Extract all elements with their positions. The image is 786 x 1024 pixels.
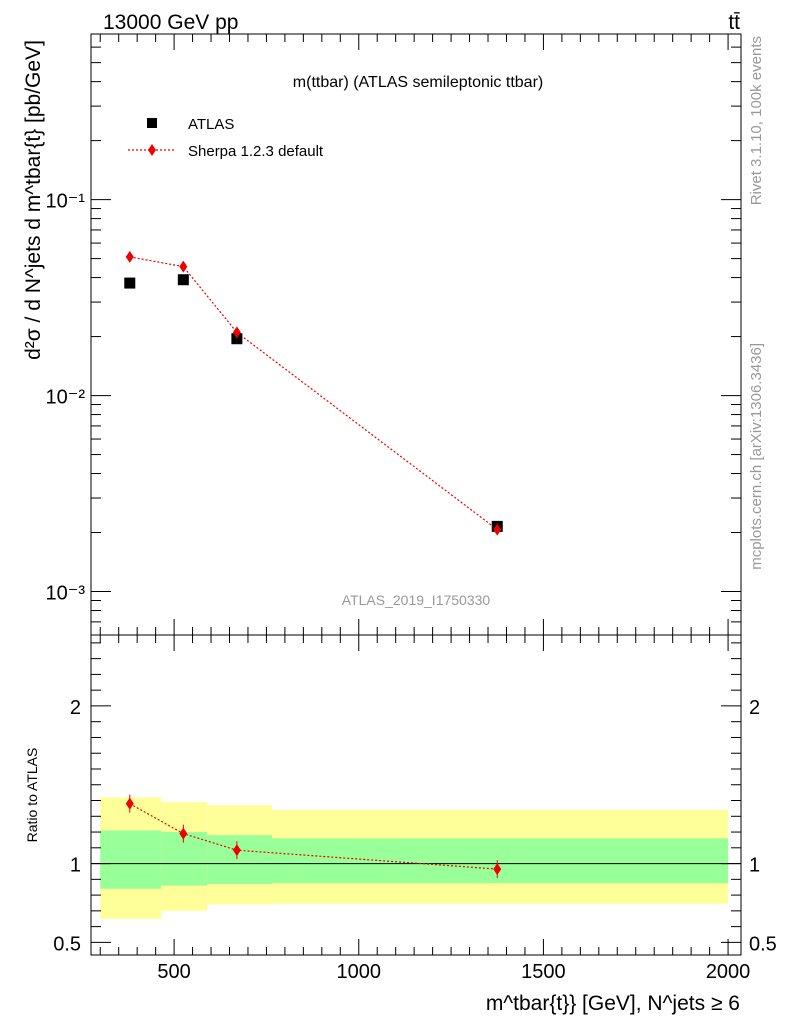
ratio-y-tick-label: 2 bbox=[70, 697, 81, 719]
ratio-point bbox=[493, 863, 502, 876]
main-panel: 10⁻³ 10⁻² 10⁻¹ m(ttbar) (ATLAS semileptoni… bbox=[22, 33, 742, 636]
ratio-uncertainty-bands bbox=[100, 797, 729, 919]
ratio-y-tick-label-right: 2 bbox=[749, 697, 760, 719]
ratio-panel: 0.5 0.5 1 1 2 2 500 1000 1500 2000 Ratio to ATLA… bbox=[24, 634, 777, 1015]
mcplots-label: mcplots.cern.ch [arXiv:1306.3436] bbox=[748, 343, 765, 570]
ratio-frame bbox=[90, 634, 742, 956]
sherpa-point bbox=[232, 326, 241, 339]
ratio-axis-ticks bbox=[91, 635, 741, 955]
x-tick-label: 2000 bbox=[706, 961, 751, 983]
ratio-y-axis-label: Ratio to ATLAS bbox=[24, 748, 40, 843]
ratio-point bbox=[179, 827, 188, 840]
ratio-sherpa-points bbox=[125, 794, 502, 879]
atlas-point bbox=[124, 277, 136, 289]
x-tick-label: 1500 bbox=[521, 961, 566, 983]
ratio-point bbox=[125, 797, 134, 810]
y-tick-label: 10⁻³ bbox=[46, 583, 86, 605]
header-right: tt̄ bbox=[728, 11, 740, 34]
sherpa-point bbox=[179, 260, 188, 273]
inner-band bbox=[271, 838, 729, 884]
main-chart-title: m(ttbar) (ATLAS semileptonic ttbar) bbox=[293, 74, 543, 91]
sherpa-series-line bbox=[129, 256, 498, 531]
x-tick-label: 500 bbox=[157, 961, 190, 983]
watermark-label: ATLAS_2019_I1750330 bbox=[342, 592, 491, 608]
ratio-y-tick-label: 0.5 bbox=[53, 933, 81, 955]
y-tick-label: 10⁻¹ bbox=[46, 191, 86, 213]
header-left: 13000 GeV pp bbox=[103, 11, 238, 34]
sherpa-point bbox=[125, 250, 134, 263]
ratio-y-tick-label-right: 0.5 bbox=[749, 933, 777, 955]
atlas-point bbox=[177, 274, 189, 286]
rivet-version-label: Rivet 3.1.10, 100k events bbox=[748, 36, 765, 205]
ratio-y-tick-label-right: 1 bbox=[749, 855, 760, 877]
ratio-y-tick-label: 1 bbox=[70, 855, 81, 877]
legend-sherpa-marker bbox=[148, 144, 156, 156]
legend-sherpa-label: Sherpa 1.2.3 default bbox=[188, 143, 324, 160]
inner-band bbox=[161, 832, 208, 886]
inner-band bbox=[100, 830, 162, 889]
ratio-point bbox=[232, 844, 241, 857]
x-tick-label: 1000 bbox=[337, 961, 382, 983]
main-y-axis-label: d²σ / d N^jets d m^tbar{t} [pb/GeV] bbox=[22, 40, 45, 360]
legend-atlas-label: ATLAS bbox=[188, 116, 234, 133]
legend-atlas-marker bbox=[147, 118, 157, 128]
x-axis-label: m^tbar{t}} [GeV], N^jets ≥ 6 bbox=[486, 992, 740, 1015]
x-tick-labels: 500 1000 1500 2000 bbox=[157, 961, 750, 983]
atlas-series-points bbox=[124, 274, 503, 532]
ratio-sherpa-line bbox=[129, 803, 498, 870]
atlas-point bbox=[231, 333, 243, 345]
sherpa-point bbox=[493, 523, 502, 536]
inner-band bbox=[207, 835, 272, 885]
legend: ATLAS Sherpa 1.2.3 default bbox=[128, 116, 324, 160]
ratio-y-tick-labels: 0.5 0.5 1 1 2 2 bbox=[53, 697, 777, 955]
sherpa-series-points bbox=[125, 250, 502, 536]
main-y-tick-labels: 10⁻³ 10⁻² 10⁻¹ bbox=[46, 191, 86, 605]
y-tick-label: 10⁻² bbox=[46, 387, 86, 409]
main-axis-ticks bbox=[91, 34, 741, 636]
